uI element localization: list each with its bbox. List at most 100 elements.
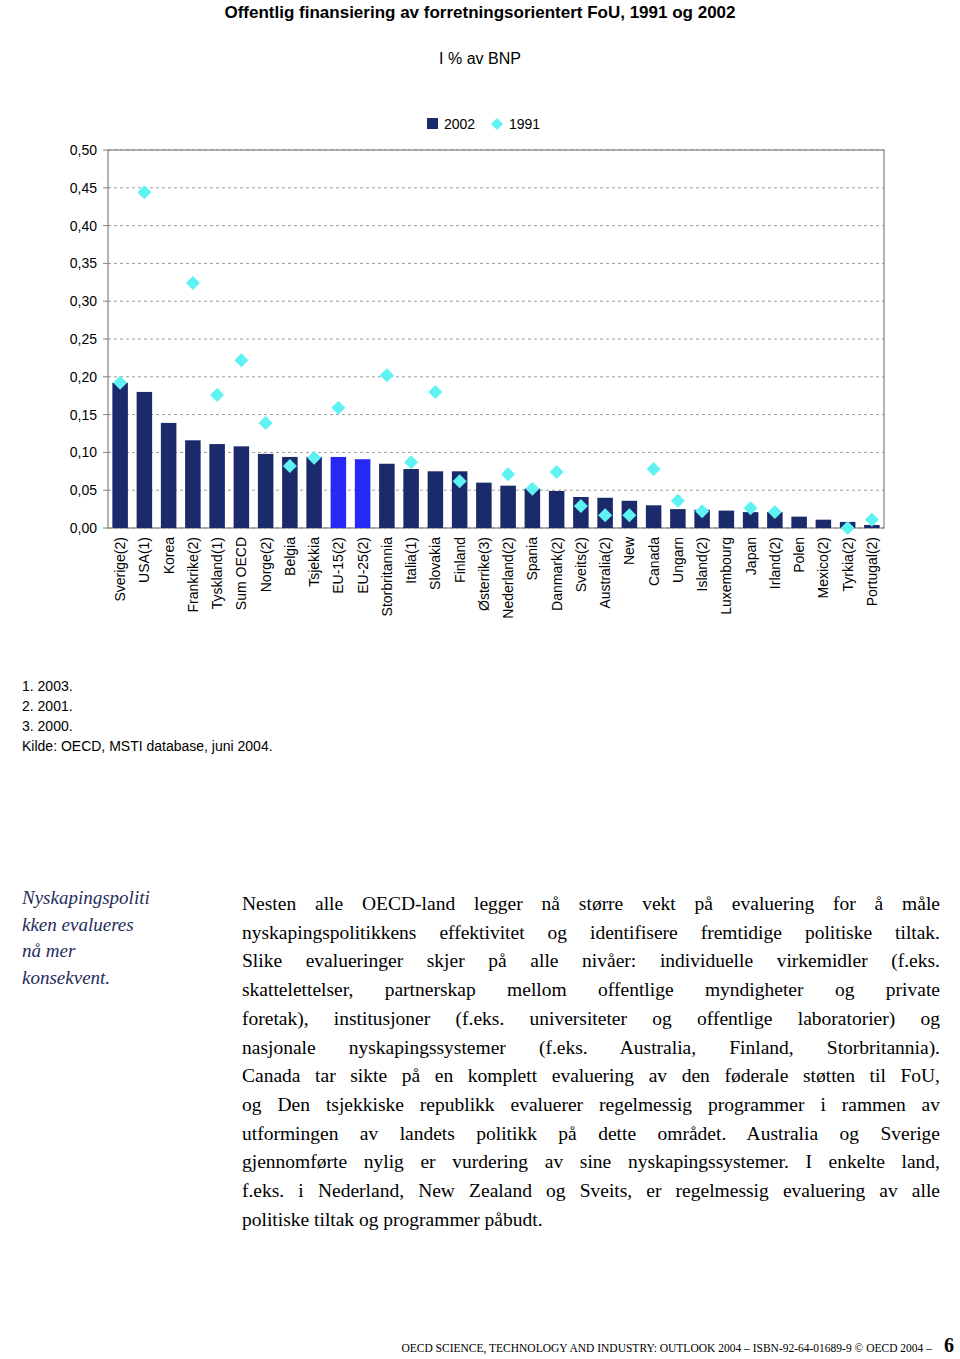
bar xyxy=(355,459,371,528)
bar xyxy=(331,457,347,528)
x-tick-label: Mexico(2) xyxy=(815,537,831,598)
marker xyxy=(647,462,661,476)
tick-mark xyxy=(103,452,108,453)
footnote: 1. 2003. xyxy=(22,678,73,694)
bar xyxy=(161,423,177,528)
tick-mark xyxy=(103,414,108,415)
paragraph-line: skattelettelser, partnerskap mellom offe… xyxy=(242,978,940,1002)
y-tick-label: 0,10 xyxy=(70,444,97,460)
marker xyxy=(404,455,418,469)
marker xyxy=(210,388,224,402)
bar xyxy=(500,486,516,528)
bar xyxy=(646,505,662,528)
page: {"chart_data": { "type": "bar", "title":… xyxy=(0,0,960,1359)
tick-mark xyxy=(103,490,108,491)
bar xyxy=(234,446,250,528)
y-tick-label: 0,35 xyxy=(70,255,97,271)
grid-line xyxy=(108,414,884,415)
sidebar-line: Nyskapingspoliti xyxy=(22,887,150,909)
chart: Offentlig finansiering av forretningsori… xyxy=(0,0,960,680)
marker xyxy=(453,474,467,488)
x-tick-label: Korea xyxy=(161,537,177,575)
footnote: 3. 2000. xyxy=(22,718,73,734)
marker xyxy=(768,505,782,519)
marker xyxy=(865,513,879,527)
marker xyxy=(234,353,248,367)
marker xyxy=(622,508,636,522)
bar xyxy=(791,517,807,528)
bars xyxy=(112,383,879,528)
bar xyxy=(816,520,832,528)
footnote: 2. 2001. xyxy=(22,698,73,714)
bar xyxy=(428,471,444,528)
paragraph-line: utformingen av landets politikk på dette… xyxy=(242,1122,940,1146)
grid-line xyxy=(108,301,884,302)
tick-mark xyxy=(103,376,108,377)
bar xyxy=(209,444,225,528)
page-number: 6 xyxy=(944,1334,954,1357)
marker xyxy=(550,465,564,479)
bar xyxy=(573,497,589,528)
tick-mark xyxy=(103,187,108,188)
x-tick-label: Polen xyxy=(791,537,807,573)
marker xyxy=(501,467,515,481)
plot-frame xyxy=(108,150,884,528)
x-tick-label: Storbritannia xyxy=(379,537,395,617)
marker xyxy=(744,501,758,515)
paragraph-line: Nesten alle OECD-land legger nå større v… xyxy=(242,892,940,916)
x-tick-label: Sum OECD xyxy=(233,537,249,610)
grid-line xyxy=(108,263,884,264)
bar xyxy=(185,440,201,528)
bar xyxy=(476,483,492,528)
x-tick-label: Portugal(2) xyxy=(864,537,880,606)
marker xyxy=(380,368,394,382)
sidebar-line: kken evalueres xyxy=(22,914,134,936)
x-tick-label: Østerrike(3) xyxy=(476,537,492,611)
x-tick-label: Belgia xyxy=(282,537,298,576)
x-tick-label: Nederland(2) xyxy=(500,537,516,619)
paragraph-line: Canada tar sikte på en komplett evalueri… xyxy=(242,1064,940,1088)
x-tick-label: Frankrike(2) xyxy=(185,537,201,612)
x-tick-label: EU-15(2) xyxy=(330,537,346,594)
x-tick-label: Sverige(2) xyxy=(112,537,128,602)
x-tick-label: Ungarn xyxy=(670,537,686,583)
legend-swatch xyxy=(427,118,438,129)
footnote: Kilde: OECD, MSTI database, juni 2004. xyxy=(22,738,273,754)
subtitle: I % av BNP xyxy=(439,50,521,67)
bar xyxy=(670,509,686,528)
tick-mark xyxy=(103,150,108,151)
x-tick-label: Italia(1) xyxy=(403,537,419,584)
marker xyxy=(671,494,685,508)
x-tick-label: Slovakia xyxy=(427,537,443,590)
marker xyxy=(186,276,200,290)
x-tick-label: USA(1) xyxy=(136,537,152,583)
marker xyxy=(428,385,442,399)
x-tick-label: Australia(2) xyxy=(597,537,613,609)
tick-mark xyxy=(103,301,108,302)
grid-line xyxy=(108,376,884,377)
x-tick-label: Finland xyxy=(452,537,468,583)
grid-line xyxy=(108,187,884,188)
x-tick-label: Danmark(2) xyxy=(549,537,565,611)
paragraph-line: foretak), institusjoner (f.eks. universi… xyxy=(242,1007,940,1031)
sidebar-line: nå mer xyxy=(22,940,75,962)
paragraph-line: gjennomførte nylig er vurdering av sine … xyxy=(242,1150,940,1174)
markers xyxy=(113,185,879,535)
y-tick-label: 0,25 xyxy=(70,331,97,347)
bar xyxy=(452,471,468,528)
x-tick-label: EU-25(2) xyxy=(355,537,371,594)
grid-line xyxy=(108,225,884,226)
x-tick-label: Canada xyxy=(646,537,662,586)
paragraph-line: politiske tiltak og programmer påbudt. xyxy=(242,1208,940,1232)
y-tick-label: 0,40 xyxy=(70,218,97,234)
grid-line xyxy=(108,339,884,340)
bar xyxy=(379,464,395,528)
marker xyxy=(113,376,127,390)
x-tick-label: New xyxy=(621,536,637,565)
x-tick-label: Irland(2) xyxy=(767,537,783,589)
tick-mark xyxy=(103,339,108,340)
footer: OECD SCIENCE, TECHNOLOGY AND INDUSTRY: O… xyxy=(401,1342,932,1354)
sidebar-line: konsekvent. xyxy=(22,967,110,989)
bar xyxy=(549,491,565,528)
x-tick-label: Luxembourg xyxy=(718,537,734,615)
